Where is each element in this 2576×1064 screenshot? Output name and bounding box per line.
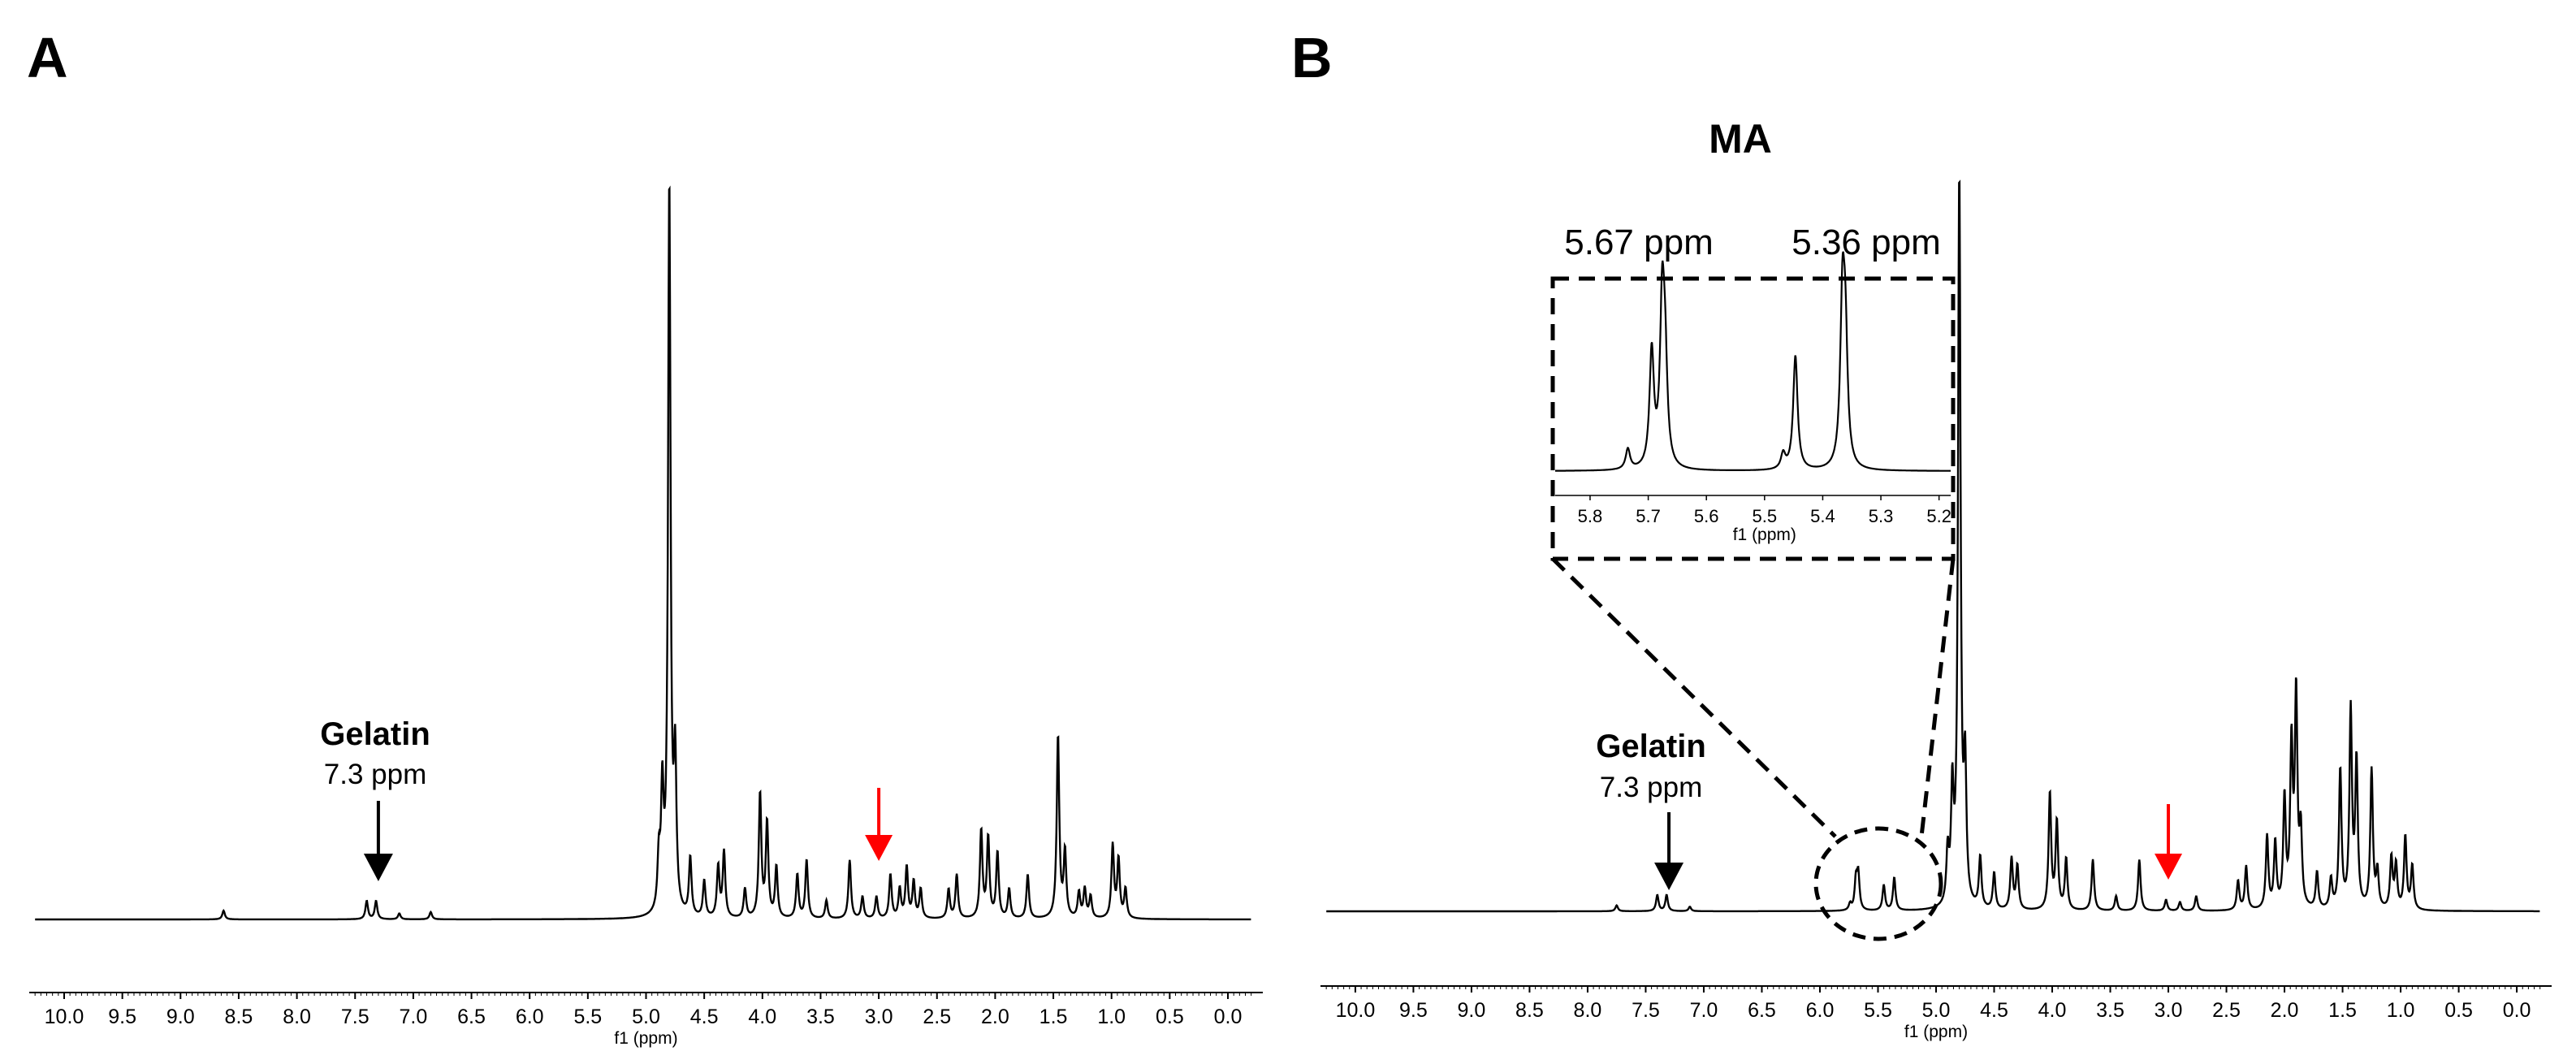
panel-b-gelatin-ppm: 7.3 ppm — [1600, 772, 1702, 803]
panel-b-title: MA — [1709, 116, 1772, 162]
tick-label: 3.0 — [2155, 999, 2183, 1022]
tick-label: 5.5 — [1864, 999, 1892, 1022]
tick-label: 10.0 — [45, 1006, 84, 1028]
tick-label: 5.5 — [573, 1006, 602, 1028]
inset-label-5-36: 5.36 ppm — [1792, 223, 1940, 262]
panel-a-gelatin-label: Gelatin — [320, 716, 430, 752]
zoom-connector-left — [1551, 557, 1837, 838]
tick-label: 4.0 — [748, 1006, 776, 1028]
tick-label: 9.5 — [108, 1006, 136, 1028]
panel-a-gelatin-ppm: 7.3 ppm — [324, 759, 426, 790]
panel-a-ticks: 10.0 9.5 9.0 8.5 8.0 7.5 7.0 6.5 6.0 5.5 5.0 4.5 4.0… — [34, 993, 1252, 1028]
tick-label: 1.0 — [2387, 999, 2415, 1022]
tick-label: 7.5 — [341, 1006, 370, 1028]
tick-label: 2.5 — [923, 1006, 951, 1028]
tick-label: 4.5 — [1980, 999, 2008, 1022]
inset-tick-label: 5.5 — [1753, 506, 1778, 526]
tick-label: 8.5 — [225, 1006, 253, 1028]
inset-tick-label: 5.6 — [1694, 506, 1719, 526]
panel-a: A 10.0 9.5 9.0 8.5 8.0 7.5 7.0 6.5 6.0 5.5 5.0 4.5 4… — [27, 26, 1263, 1048]
tick-label: 6.0 — [1806, 999, 1835, 1022]
tick-label: 7.0 — [400, 1006, 428, 1028]
tick-label: 0.5 — [2444, 999, 2473, 1022]
zoom-connector-right — [1919, 558, 1956, 837]
inset-tick-label: 5.2 — [1926, 506, 1951, 526]
inset-tick-label: 5.4 — [1810, 506, 1835, 526]
inset-axis-label: f1 (ppm) — [1733, 526, 1796, 544]
tick-label: 5.0 — [1922, 999, 1951, 1022]
tick-label: 4.5 — [690, 1006, 719, 1028]
panel-b: B MA 10.0 9.5 9.0 8.5 8.0 7.5 7.0 6.5 6.0 5.5 5.0 4… — [1291, 26, 2552, 1041]
inset-spectrum-line — [1555, 251, 1951, 472]
tick-label: 3.0 — [865, 1006, 893, 1028]
tick-label: 8.5 — [1515, 999, 1544, 1022]
tick-label: 6.5 — [1748, 999, 1776, 1022]
inset-tick-label: 5.7 — [1636, 506, 1661, 526]
panel-b-gelatin-label: Gelatin — [1596, 729, 1706, 764]
tick-label: 2.0 — [981, 1006, 1009, 1028]
inset-frame — [1550, 276, 1956, 561]
tick-label: 3.5 — [2096, 999, 2124, 1022]
panel-b-red-arrow — [2155, 804, 2183, 880]
arrow-head — [2155, 854, 2183, 880]
panel-a-spectrum-line — [35, 185, 1251, 921]
arrow-head — [865, 835, 893, 861]
tick-label: 2.0 — [2271, 999, 2299, 1022]
tick-label: 0.0 — [2503, 999, 2531, 1022]
arrow-head — [363, 854, 393, 881]
tick-label: 10.0 — [1336, 999, 1376, 1022]
tick-label: 6.5 — [457, 1006, 486, 1028]
tick-label: 9.5 — [1399, 999, 1428, 1022]
tick-label: 4.0 — [2038, 999, 2067, 1022]
arrow-head — [1654, 863, 1684, 890]
tick-label: 0.0 — [1214, 1006, 1243, 1028]
zoom-region-circle — [1813, 826, 1943, 941]
tick-label: 8.0 — [283, 1006, 311, 1028]
tick-label: 7.5 — [1632, 999, 1660, 1022]
tick-label: 1.5 — [2328, 999, 2357, 1022]
tick-label: 1.0 — [1097, 1006, 1126, 1028]
inset-label-5-67: 5.67 ppm — [1564, 223, 1713, 262]
inset-ticks: 5.8 5.7 5.6 5.5 5.4 5.3 5.2 — [1578, 495, 1951, 526]
tick-label: 0.5 — [1156, 1006, 1184, 1028]
panel-b-ticks: 10.0 9.5 9.0 8.5 8.0 7.5 7.0 6.5 6.0 5.5 5.0 4.5 4.0… — [1325, 986, 2541, 1022]
panel-b-gelatin-arrow — [1654, 812, 1684, 890]
tick-label: 7.0 — [1690, 999, 1718, 1022]
tick-label: 6.0 — [516, 1006, 544, 1028]
panel-a-red-arrow — [865, 788, 893, 861]
inset-tick-label: 5.3 — [1869, 506, 1894, 526]
panel-a-gelatin-arrow — [363, 801, 393, 881]
tick-label: 9.0 — [1458, 999, 1486, 1022]
inset-tick-label: 5.8 — [1578, 506, 1603, 526]
panel-a-letter: A — [27, 26, 68, 89]
tick-label: 5.0 — [632, 1006, 660, 1028]
tick-label: 9.0 — [166, 1006, 195, 1028]
tick-label: 1.5 — [1039, 1006, 1068, 1028]
panel-a-axis-label: f1 (ppm) — [614, 1029, 677, 1048]
tick-label: 8.0 — [1574, 999, 1602, 1022]
panel-b-axis-label: f1 (ppm) — [1904, 1023, 1968, 1041]
panel-b-letter: B — [1291, 26, 1333, 89]
tick-label: 3.5 — [806, 1006, 835, 1028]
tick-label: 2.5 — [2212, 999, 2241, 1022]
